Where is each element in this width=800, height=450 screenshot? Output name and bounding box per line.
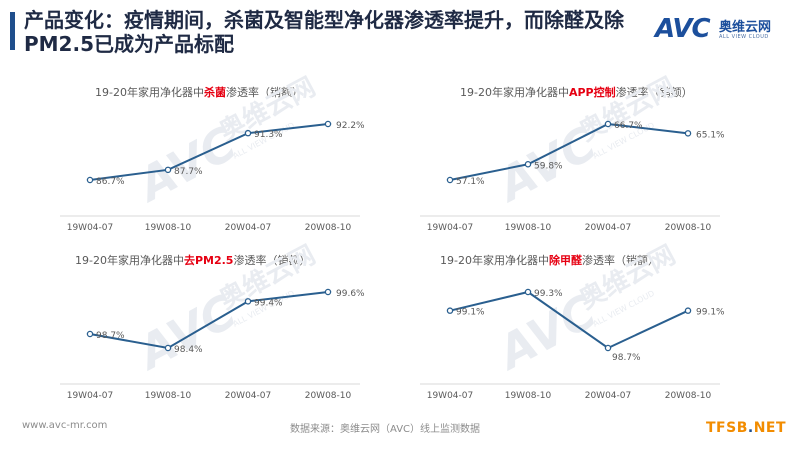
data-label: 57.1% — [456, 177, 485, 187]
x-tick-label: 19W08-10 — [505, 391, 552, 401]
data-point — [684, 130, 692, 137]
data-point — [524, 161, 532, 168]
data-point — [324, 288, 332, 296]
data-point — [86, 176, 94, 184]
series-line — [89, 291, 329, 350]
data-label: 99.4% — [254, 298, 283, 308]
x-tick-label: 20W08-10 — [665, 391, 712, 401]
data-label: 99.1% — [456, 308, 485, 318]
x-tick-label: 19W08-10 — [505, 223, 552, 233]
data-point — [164, 344, 172, 352]
x-tick-label: 19W04-07 — [427, 223, 474, 233]
series-line — [449, 290, 689, 350]
data-label: 66.7% — [614, 121, 643, 131]
data-point — [164, 166, 172, 174]
data-point — [604, 120, 612, 128]
chart-2-title: 19-20年家用净化器中APP控制渗透率（销额） — [460, 86, 693, 99]
x-tick-label: 20W04-07 — [585, 391, 632, 401]
data-label: 99.3% — [534, 289, 563, 299]
data-label: 98.7% — [612, 353, 641, 363]
data-point — [446, 307, 454, 314]
x-tick-label: 19W08-10 — [145, 223, 192, 233]
data-label: 98.7% — [96, 331, 125, 341]
data-point — [524, 288, 532, 296]
data-label: 65.1% — [696, 130, 725, 140]
chart-4-title: 19-20年家用净化器中除甲醛渗透率（销额） — [440, 254, 659, 267]
title-accent-bar — [10, 12, 15, 50]
logo-cn-text: 奥维云网 — [719, 20, 772, 35]
data-point — [244, 129, 252, 137]
data-point — [86, 330, 94, 338]
series-line — [449, 122, 689, 181]
x-tick-label: 19W04-07 — [67, 223, 114, 233]
data-point — [446, 176, 454, 184]
series-line — [89, 123, 329, 181]
data-point — [324, 120, 332, 128]
x-tick-label: 20W04-07 — [585, 223, 632, 233]
chart-3-title: 19-20年家用净化器中去PM2.5渗透率（销额） — [75, 254, 311, 267]
page-title: 产品变化：疫情期间，杀菌及智能型净化器渗透率提升，而除醛及除PM2.5已成为产品… — [24, 8, 624, 56]
data-label: 99.1% — [696, 308, 725, 318]
x-tick-label: 20W08-10 — [665, 223, 712, 233]
data-label: 87.7% — [174, 167, 203, 177]
tfsb-badge: TFSB.NET — [706, 420, 787, 436]
x-tick-label: 19W04-07 — [67, 391, 114, 401]
x-tick-label: 20W08-10 — [305, 391, 352, 401]
x-tick-label: 19W08-10 — [145, 391, 192, 401]
avc-logo: AVC 奥维云网 ALL VIEW CLOUD — [655, 14, 785, 48]
data-label: 98.4% — [174, 345, 203, 355]
data-point — [244, 298, 252, 305]
data-label: 59.8% — [534, 161, 563, 171]
footer-url: www.avc-mr.com — [22, 420, 108, 431]
data-label: 91.3% — [254, 130, 283, 140]
data-label: 86.7% — [96, 177, 125, 187]
chart-1-title: 19-20年家用净化器中杀菌渗透率（销额） — [95, 86, 303, 99]
x-tick-label: 20W08-10 — [305, 223, 352, 233]
x-tick-label: 20W04-07 — [225, 391, 272, 401]
data-label: 99.6% — [336, 289, 365, 299]
footer-source: 数据来源：奥维云网（AVC）线上监测数据 — [290, 424, 481, 435]
logo-en-text: ALL VIEW CLOUD — [719, 34, 769, 40]
data-label: 92.2% — [336, 121, 365, 131]
x-tick-label: 19W04-07 — [427, 391, 474, 401]
x-tick-label: 20W04-07 — [225, 223, 272, 233]
data-point — [604, 344, 612, 352]
data-point — [684, 307, 692, 314]
logo-avc-text: AVC — [655, 14, 711, 44]
